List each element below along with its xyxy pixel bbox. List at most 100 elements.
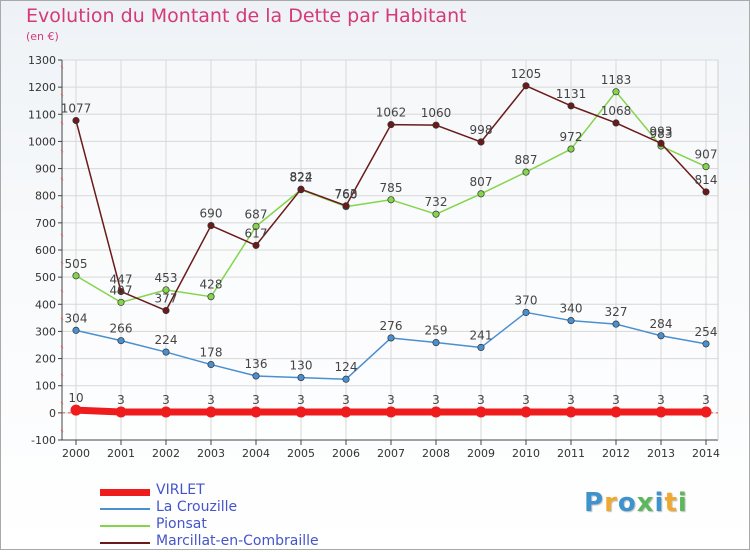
data-label: 1077 [61, 102, 92, 116]
data-label: 377 [155, 292, 178, 306]
data-point [702, 340, 710, 348]
axis-dash [60, 261, 64, 265]
logo-letter: i [654, 488, 665, 518]
data-label: 1062 [376, 106, 407, 120]
data-label: 822 [290, 171, 313, 185]
x-tick-label: 2002 [152, 447, 180, 460]
data-point [477, 138, 485, 146]
legend-swatch [100, 525, 150, 527]
data-point [297, 185, 305, 193]
data-point [162, 348, 170, 356]
axis-dash [60, 429, 64, 433]
data-label: 3 [342, 393, 350, 407]
data-label: 124 [335, 360, 358, 374]
data-label: 340 [560, 302, 583, 316]
x-tick-label: 2001 [107, 447, 135, 460]
data-label: 617 [245, 226, 268, 240]
data-label: 1183 [601, 73, 632, 87]
data-point [657, 332, 665, 340]
data-point [522, 82, 530, 90]
axis-dash [60, 177, 64, 181]
data-point [567, 145, 575, 153]
data-label: 993 [650, 124, 673, 138]
data-point [657, 139, 665, 147]
y-tick-label: 900 [35, 163, 56, 176]
data-point [162, 306, 170, 315]
data-point [610, 406, 622, 418]
data-label: 254 [695, 325, 718, 339]
data-point [387, 121, 395, 129]
data-point [477, 190, 485, 198]
x-tick-label: 2008 [422, 447, 450, 460]
data-label: 1205 [511, 67, 542, 81]
data-label: 3 [207, 393, 215, 407]
logo-letter: P [584, 488, 605, 518]
data-point [205, 406, 217, 418]
data-point [207, 360, 215, 369]
data-label: 3 [567, 393, 575, 407]
axis-dash [60, 65, 64, 69]
data-label: 983 [650, 127, 673, 141]
data-label: 259 [425, 324, 448, 338]
data-point [385, 406, 397, 418]
data-label: 3 [702, 393, 710, 407]
data-label: 3 [387, 393, 395, 407]
axis-dash [60, 149, 64, 153]
data-point [477, 343, 485, 351]
data-label: 785 [380, 181, 403, 195]
legend-label: VIRLET [156, 482, 205, 498]
data-point [565, 406, 577, 418]
y-tick-label: 1000 [28, 135, 56, 148]
data-label: 370 [515, 293, 538, 307]
y-tick-label: 1300 [28, 54, 56, 67]
y-tick-label: 500 [35, 271, 56, 284]
logo-letter: x [636, 488, 655, 518]
data-point [612, 88, 620, 96]
x-tick-label: 2003 [197, 447, 225, 460]
data-label: 3 [522, 393, 530, 407]
data-point [522, 168, 530, 176]
data-point [340, 406, 352, 418]
y-tick-label: 400 [35, 298, 56, 311]
data-label: 3 [612, 393, 620, 407]
data-label: 1060 [421, 106, 452, 120]
data-label: 1131 [556, 87, 587, 101]
x-tick-label: 2007 [377, 447, 405, 460]
y-tick-label: 0 [49, 407, 56, 420]
logo-letter: r [604, 488, 618, 518]
data-point [430, 406, 442, 418]
data-point [520, 406, 532, 418]
data-label: 224 [155, 333, 178, 347]
data-label: 3 [162, 393, 170, 407]
data-point [72, 326, 80, 334]
data-label: 732 [425, 195, 448, 209]
data-label: 10 [68, 391, 83, 405]
data-point [252, 222, 260, 230]
data-point [117, 337, 125, 345]
data-point [117, 287, 125, 296]
axis-dash [60, 121, 64, 125]
data-label: 3 [432, 393, 440, 407]
data-label: 1068 [601, 104, 632, 118]
axis-dash [60, 205, 64, 209]
y-axis-unit: (en €) [26, 30, 59, 43]
legend-label: Marcillat-en-Combraille [156, 533, 319, 549]
data-point [567, 102, 575, 110]
x-tick-label: 2006 [332, 447, 360, 460]
axis-dash [60, 345, 64, 349]
x-tick-label: 2010 [512, 447, 540, 460]
y-tick-label: 100 [35, 380, 56, 393]
x-tick-label: 2011 [557, 447, 585, 460]
data-point [72, 272, 80, 280]
x-tick-label: 2000 [62, 447, 90, 460]
data-label: 266 [110, 322, 133, 336]
y-tick-label: 600 [35, 244, 56, 257]
data-label: 178 [200, 346, 223, 360]
data-point [700, 406, 712, 418]
data-label: 276 [380, 319, 403, 333]
data-point [387, 196, 395, 204]
data-label: 327 [605, 305, 628, 319]
data-label: 407 [110, 283, 133, 297]
axis-dash [60, 401, 64, 405]
axis-dash [60, 289, 64, 293]
